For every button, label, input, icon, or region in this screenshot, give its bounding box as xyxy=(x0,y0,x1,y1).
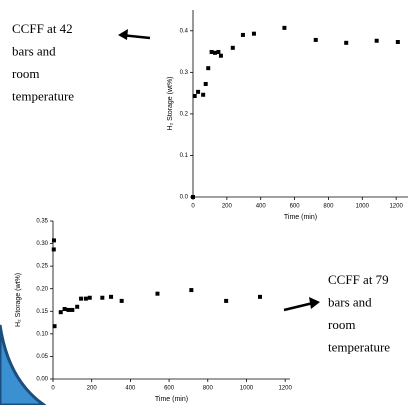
point xyxy=(218,53,223,58)
annotation: temperature xyxy=(12,88,74,103)
point xyxy=(374,38,379,43)
point xyxy=(282,25,287,30)
point xyxy=(192,94,197,99)
x-tick-label: 400 xyxy=(125,386,136,392)
point xyxy=(52,324,57,329)
annotation: room xyxy=(12,66,39,81)
point xyxy=(344,40,349,45)
point xyxy=(395,39,400,44)
y-axis-label: H₂ Storage (wt%) xyxy=(167,76,174,130)
x-tick-label: 800 xyxy=(203,386,214,392)
x-tick-label: 400 xyxy=(256,204,267,210)
arrow-head xyxy=(118,29,128,40)
arrow-head xyxy=(309,297,320,309)
y-tick-label: 0.2 xyxy=(180,111,189,117)
point xyxy=(201,92,206,97)
point xyxy=(70,307,75,312)
point xyxy=(79,296,84,301)
point xyxy=(196,89,201,94)
annotation: CCFF at 42 xyxy=(12,21,73,36)
x-tick-label: 200 xyxy=(87,386,98,392)
annotation: bars and xyxy=(328,294,372,309)
x-tick-label: 0 xyxy=(51,386,55,392)
x-axis-label: Time (min) xyxy=(284,214,317,221)
y-tick-label: 0.20 xyxy=(36,286,48,292)
point xyxy=(62,307,67,312)
annotation: room xyxy=(328,317,355,332)
annotation: bars and xyxy=(12,43,56,58)
y-tick-label: 0.0 xyxy=(180,195,189,201)
x-tick-label: 0 xyxy=(191,204,195,210)
point xyxy=(51,238,56,243)
point xyxy=(58,310,63,315)
point xyxy=(240,32,245,37)
x-tick-label: 1200 xyxy=(389,204,403,210)
x-axis-label: Time (min) xyxy=(155,396,188,403)
x-tick-label: 1000 xyxy=(240,386,254,392)
x-tick-label: 1000 xyxy=(356,204,370,210)
y-tick-label: 0.10 xyxy=(36,331,48,337)
point xyxy=(203,81,208,86)
point xyxy=(206,66,211,71)
y-tick-label: 0.00 xyxy=(36,377,48,383)
point xyxy=(83,296,88,301)
annotation: CCFF at 79 xyxy=(328,272,389,287)
y-tick-label: 0.25 xyxy=(36,264,48,270)
point xyxy=(189,288,194,293)
x-tick-label: 800 xyxy=(323,204,334,210)
y-tick-label: 0.3 xyxy=(180,70,189,76)
point xyxy=(51,247,56,252)
point xyxy=(100,295,105,300)
x-tick-label: 1200 xyxy=(278,386,292,392)
point xyxy=(191,195,195,199)
x-tick-label: 600 xyxy=(164,386,175,392)
point xyxy=(209,49,214,54)
point xyxy=(230,45,235,50)
point xyxy=(155,291,160,296)
point xyxy=(251,31,256,36)
point xyxy=(75,304,80,309)
y-axis-label: H₂ Storage (wt%) xyxy=(15,273,22,327)
y-tick-label: 0.1 xyxy=(180,153,189,159)
y-tick-label: 0.15 xyxy=(36,309,48,315)
y-tick-label: 0.35 xyxy=(36,219,48,225)
y-tick-label: 0.4 xyxy=(180,28,189,34)
point xyxy=(119,298,124,303)
annotation: temperature xyxy=(328,339,390,354)
point xyxy=(87,295,92,300)
x-tick-label: 200 xyxy=(222,204,233,210)
point xyxy=(109,294,114,299)
point xyxy=(313,37,318,42)
x-tick-label: 600 xyxy=(290,204,301,210)
point xyxy=(213,50,218,55)
y-tick-label: 0.05 xyxy=(36,354,48,360)
point xyxy=(216,49,221,54)
point xyxy=(258,294,263,299)
point xyxy=(224,298,229,303)
point xyxy=(66,307,71,312)
y-tick-label: 0.30 xyxy=(36,241,48,247)
arrow xyxy=(283,301,314,312)
